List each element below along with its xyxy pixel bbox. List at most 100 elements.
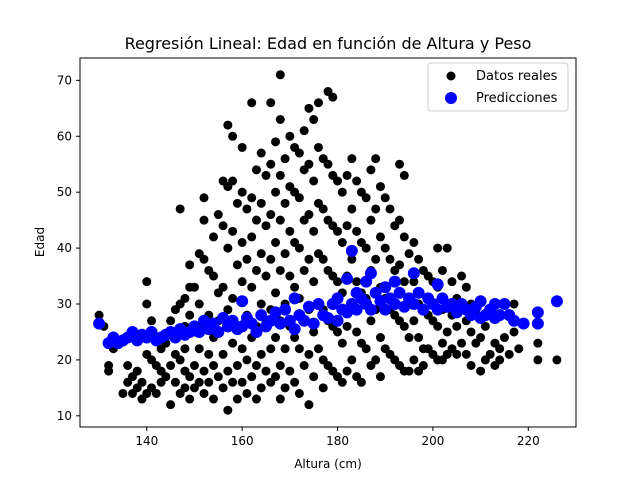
data-point-datos-reales: [271, 288, 281, 298]
data-point-datos-reales: [275, 70, 285, 80]
data-point-datos-reales: [442, 243, 452, 253]
data-point-datos-reales: [285, 366, 295, 376]
data-point-datos-reales: [461, 282, 471, 292]
data-point-datos-reales: [223, 305, 233, 315]
y-tick-label: 30: [57, 297, 72, 311]
data-point-datos-reales: [337, 238, 347, 247]
data-point-datos-reales: [271, 372, 281, 382]
data-point-datos-reales: [366, 165, 376, 175]
data-point-datos-reales: [461, 349, 471, 359]
data-point-prediccion: [93, 317, 106, 330]
data-point-prediccion: [341, 272, 354, 285]
data-point-prediccion: [274, 317, 287, 330]
data-point-datos-reales: [457, 338, 467, 348]
data-point-datos-reales: [361, 344, 371, 354]
data-point-datos-reales: [294, 193, 304, 203]
data-point-datos-reales: [352, 176, 362, 186]
data-point-datos-reales: [280, 154, 290, 164]
data-point-datos-reales: [395, 215, 405, 225]
data-point-datos-reales: [366, 316, 376, 326]
data-point-datos-reales: [375, 232, 385, 242]
data-point-datos-reales: [404, 333, 414, 343]
data-point-datos-reales: [151, 388, 161, 398]
data-point-datos-reales: [228, 131, 238, 141]
data-point-datos-reales: [180, 344, 190, 354]
data-point-datos-reales: [118, 388, 128, 398]
data-point-datos-reales: [495, 344, 505, 354]
x-tick-label: 180: [326, 434, 349, 448]
data-point-datos-reales: [256, 383, 266, 393]
legend: Datos reales Predicciones: [427, 62, 569, 112]
data-point-datos-reales: [104, 366, 114, 376]
data-point-datos-reales: [266, 159, 276, 169]
data-point-prediccion: [379, 281, 392, 294]
data-point-datos-reales: [237, 344, 247, 354]
data-point-datos-reales: [261, 221, 271, 231]
data-point-datos-reales: [352, 226, 362, 236]
data-point-prediccion: [250, 325, 263, 338]
y-tick-label: 20: [57, 353, 72, 367]
data-point-datos-reales: [294, 148, 304, 158]
data-point-datos-reales: [223, 243, 233, 253]
data-point-prediccion: [431, 278, 444, 291]
data-point-datos-reales: [433, 321, 443, 331]
data-point-datos-reales: [237, 142, 247, 152]
y-tick-label: 40: [57, 241, 72, 255]
data-point-datos-reales: [304, 400, 314, 410]
data-point-datos-reales: [256, 299, 266, 309]
data-point-datos-reales: [452, 349, 462, 359]
data-point-prediccion: [322, 311, 334, 324]
data-point-datos-reales: [256, 198, 266, 208]
data-point-datos-reales: [251, 361, 261, 370]
data-point-datos-reales: [266, 254, 276, 264]
data-point-datos-reales: [294, 388, 304, 398]
data-point-datos-reales: [337, 377, 347, 387]
data-point-datos-reales: [194, 344, 204, 354]
data-point-datos-reales: [309, 372, 319, 382]
data-point-datos-reales: [433, 243, 443, 253]
data-point-prediccion: [236, 295, 249, 308]
data-point-datos-reales: [256, 249, 266, 259]
data-point-datos-reales: [309, 277, 319, 287]
data-point-datos-reales: [304, 103, 314, 113]
data-point-datos-reales: [452, 321, 462, 331]
y-tick-label: 10: [57, 409, 72, 423]
data-point-datos-reales: [342, 366, 352, 376]
data-point-datos-reales: [352, 277, 362, 287]
data-point-datos-reales: [204, 349, 214, 359]
data-point-datos-reales: [251, 165, 261, 175]
data-point-datos-reales: [409, 355, 419, 365]
data-point-datos-reales: [228, 338, 238, 348]
data-point-datos-reales: [180, 293, 190, 303]
data-point-datos-reales: [185, 310, 195, 320]
data-point-datos-reales: [247, 98, 257, 108]
data-point-datos-reales: [147, 316, 157, 326]
data-point-datos-reales: [333, 327, 343, 337]
data-point-datos-reales: [228, 176, 238, 186]
data-point-datos-reales: [399, 170, 409, 180]
data-point-datos-reales: [247, 282, 257, 292]
data-point-datos-reales: [342, 170, 352, 180]
data-point-datos-reales: [299, 126, 309, 136]
data-point-datos-reales: [499, 333, 509, 343]
data-point-datos-reales: [409, 277, 419, 287]
data-point-datos-reales: [247, 372, 257, 382]
data-point-datos-reales: [237, 377, 247, 387]
data-point-datos-reales: [280, 383, 290, 393]
data-point-datos-reales: [137, 377, 147, 387]
data-point-datos-reales: [209, 271, 219, 281]
data-point-datos-reales: [309, 115, 319, 124]
data-point-datos-reales: [476, 366, 486, 376]
data-point-datos-reales: [218, 383, 228, 393]
data-point-datos-reales: [232, 394, 242, 404]
data-point-datos-reales: [209, 394, 219, 404]
data-point-datos-reales: [466, 327, 476, 337]
data-point-datos-reales: [237, 187, 247, 197]
data-point-datos-reales: [256, 349, 266, 359]
data-point-datos-reales: [437, 338, 447, 348]
data-point-datos-reales: [342, 221, 352, 231]
data-point-datos-reales: [185, 394, 195, 404]
data-point-datos-reales: [304, 349, 314, 359]
data-point-datos-reales: [299, 361, 309, 370]
data-point-datos-reales: [457, 271, 467, 281]
